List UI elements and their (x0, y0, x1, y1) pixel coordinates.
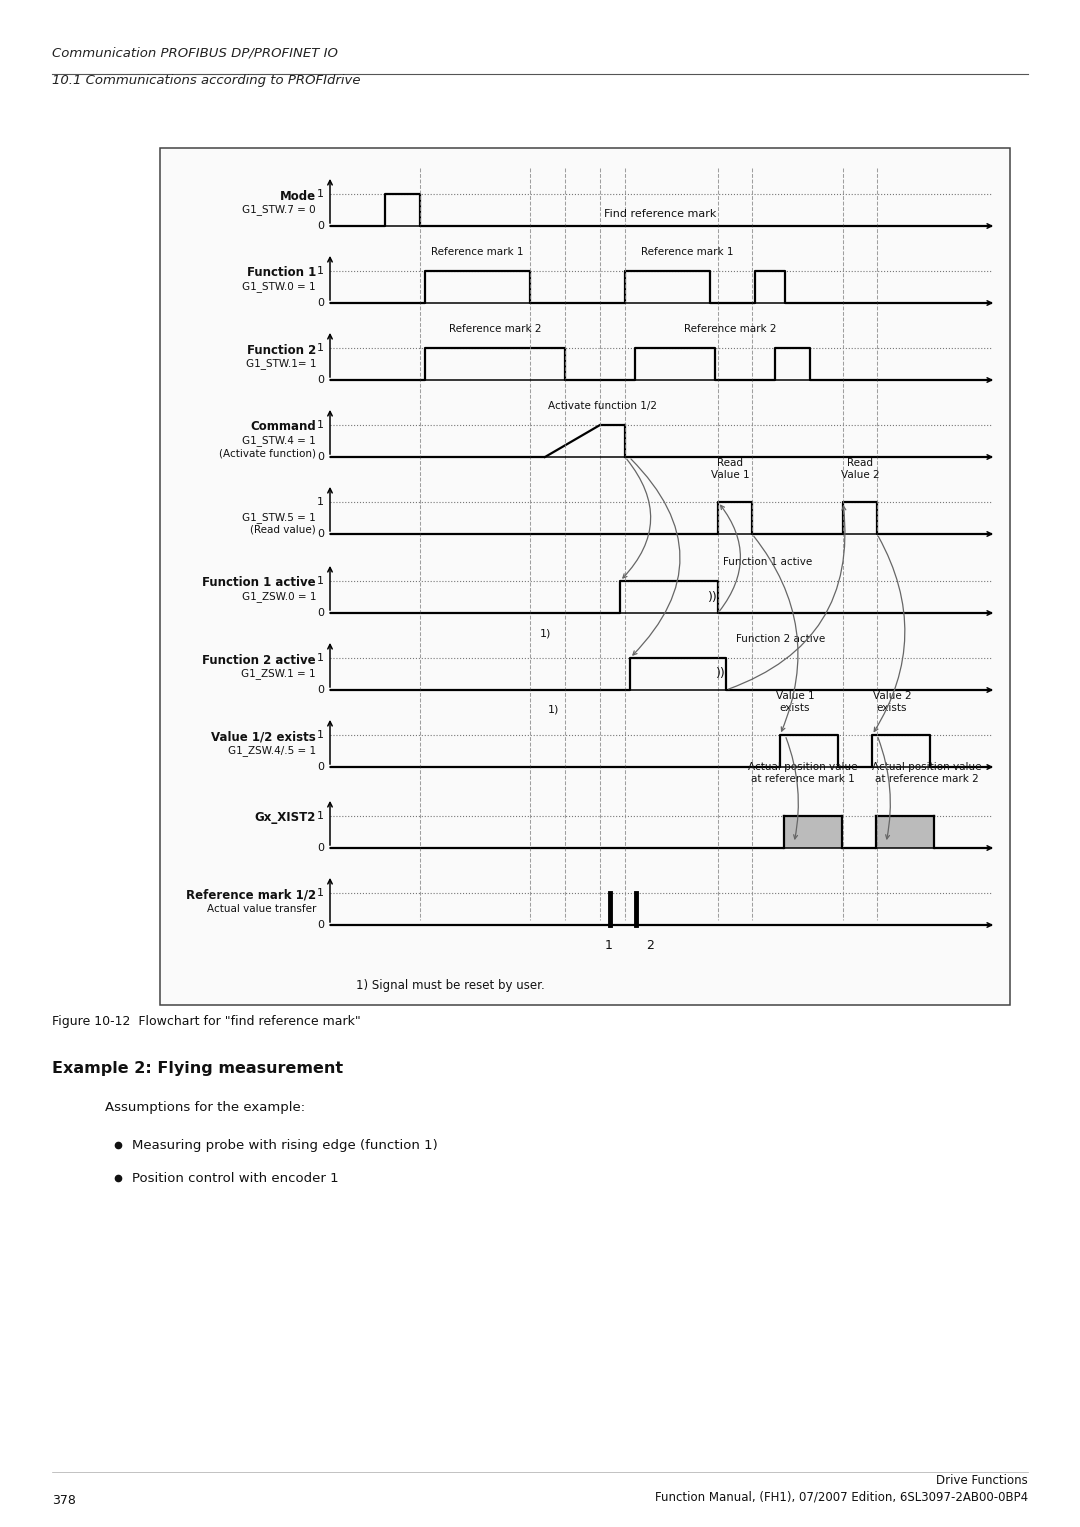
Text: G1_STW.1= 1: G1_STW.1= 1 (245, 359, 316, 370)
Text: 1): 1) (540, 628, 552, 638)
Text: 1: 1 (318, 496, 324, 507)
Bar (160, 148, 1010, 1005)
Text: Measuring probe with rising edge (function 1): Measuring probe with rising edge (functi… (132, 1139, 437, 1151)
Text: Value 1/2 exists: Value 1/2 exists (212, 730, 316, 744)
Text: (Read value): (Read value) (251, 525, 316, 534)
Text: 0: 0 (318, 762, 324, 773)
Text: G1_ZSW.1 = 1: G1_ZSW.1 = 1 (241, 669, 316, 680)
Text: Example 2: Flying measurement: Example 2: Flying measurement (52, 1060, 343, 1075)
Text: 10.1 Communications according to PROFIdrive: 10.1 Communications according to PROFIdr… (52, 73, 361, 87)
Text: Function 2 active: Function 2 active (202, 654, 316, 666)
Text: Reference mark 2: Reference mark 2 (449, 324, 541, 334)
Text: 0: 0 (318, 298, 324, 308)
Text: 1: 1 (318, 889, 324, 898)
Bar (784, 815, 842, 847)
Text: 1: 1 (318, 654, 324, 663)
Text: Drive Functions: Drive Functions (936, 1474, 1028, 1487)
Text: Function 2 active: Function 2 active (737, 634, 825, 644)
Text: 1: 1 (318, 189, 324, 199)
Text: 0: 0 (318, 376, 324, 385)
Text: Function 2: Function 2 (246, 344, 316, 356)
Text: Command: Command (251, 420, 316, 434)
Text: (Activate function): (Activate function) (219, 447, 316, 458)
Text: )): )) (708, 591, 718, 603)
Text: Reference mark 1/2: Reference mark 1/2 (186, 889, 316, 901)
Text: 378: 378 (52, 1493, 76, 1507)
Text: Gx_XIST2: Gx_XIST2 (255, 811, 316, 825)
Text: 1: 1 (318, 420, 324, 431)
Text: Function 1: Function 1 (246, 267, 316, 279)
Text: G1_STW.5 = 1: G1_STW.5 = 1 (242, 513, 316, 524)
Text: Value 2
exists: Value 2 exists (873, 692, 912, 713)
Text: Reference mark 1: Reference mark 1 (640, 247, 733, 257)
Text: Function 1 active: Function 1 active (724, 557, 812, 567)
Text: Figure 10-12  Flowchart for "find reference mark": Figure 10-12 Flowchart for "find referen… (52, 1015, 361, 1029)
Text: 1: 1 (318, 811, 324, 822)
Text: 0: 0 (318, 843, 324, 854)
Text: 0: 0 (318, 919, 324, 930)
Text: G1_STW.7 = 0: G1_STW.7 = 0 (242, 205, 316, 215)
Text: 1) Signal must be reset by user.: 1) Signal must be reset by user. (355, 979, 544, 991)
Text: 1: 1 (318, 344, 324, 353)
Text: G1_ZSW.0 = 1: G1_ZSW.0 = 1 (242, 591, 316, 603)
Text: 1: 1 (605, 939, 613, 951)
Text: Actual position value
at reference mark 1: Actual position value at reference mark … (748, 762, 858, 783)
Text: Function 1 active: Function 1 active (202, 577, 316, 589)
Text: Assumptions for the example:: Assumptions for the example: (105, 1101, 306, 1115)
Text: 0: 0 (318, 528, 324, 539)
Text: Actual value transfer: Actual value transfer (206, 904, 316, 915)
Text: G1_ZSW.4/.5 = 1: G1_ZSW.4/.5 = 1 (228, 745, 316, 756)
Text: Find reference mark: Find reference mark (604, 209, 716, 218)
Text: Reference mark 2: Reference mark 2 (684, 324, 777, 334)
Text: Read
Value 1: Read Value 1 (711, 458, 750, 479)
Text: Value 1
exists: Value 1 exists (775, 692, 814, 713)
Text: 0: 0 (318, 221, 324, 231)
Text: Reference mark 1: Reference mark 1 (431, 247, 523, 257)
Text: )): )) (716, 667, 726, 681)
Text: Actual position value
at reference mark 2: Actual position value at reference mark … (873, 762, 982, 783)
Text: G1_STW.0 = 1: G1_STW.0 = 1 (242, 281, 316, 293)
Text: Mode: Mode (280, 189, 316, 203)
Text: Read
Value 2: Read Value 2 (840, 458, 879, 479)
Text: 1): 1) (548, 705, 559, 715)
Text: 0: 0 (318, 686, 324, 695)
Text: 0: 0 (318, 452, 324, 463)
Text: Position control with encoder 1: Position control with encoder 1 (132, 1171, 339, 1185)
Text: 2: 2 (646, 939, 653, 951)
Text: Function Manual, (FH1), 07/2007 Edition, 6SL3097-2AB00-0BP4: Function Manual, (FH1), 07/2007 Edition,… (654, 1490, 1028, 1504)
Text: 1: 1 (318, 730, 324, 741)
Text: 0: 0 (318, 608, 324, 618)
Text: Activate function 1/2: Activate function 1/2 (548, 402, 657, 411)
Text: Communication PROFIBUS DP/PROFINET IO: Communication PROFIBUS DP/PROFINET IO (52, 47, 338, 60)
Bar (876, 815, 934, 847)
Text: G1_STW.4 = 1: G1_STW.4 = 1 (242, 435, 316, 446)
Text: 1: 1 (318, 576, 324, 586)
Text: 1: 1 (318, 266, 324, 276)
